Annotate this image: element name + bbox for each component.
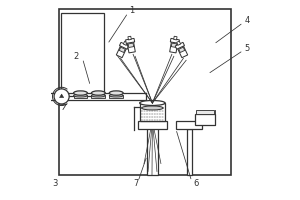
Bar [187, 129, 192, 175]
Bar [61, 13, 104, 96]
Ellipse shape [140, 100, 165, 105]
Text: 2: 2 [74, 52, 79, 61]
Text: 3: 3 [52, 179, 57, 188]
Bar [92, 95, 105, 98]
Bar [179, 47, 185, 53]
Bar [116, 45, 127, 58]
Bar [58, 9, 231, 175]
Bar [109, 95, 123, 98]
Bar [177, 41, 181, 45]
Ellipse shape [142, 106, 163, 110]
Bar [195, 114, 214, 125]
Bar [119, 42, 129, 49]
Text: 7: 7 [134, 179, 139, 188]
Bar [147, 128, 158, 175]
Bar [74, 95, 87, 98]
Bar [174, 36, 177, 40]
Text: 5: 5 [245, 44, 250, 53]
Ellipse shape [92, 91, 105, 95]
Bar [126, 38, 135, 43]
Bar [196, 110, 214, 114]
Bar [138, 121, 167, 129]
Bar [175, 42, 184, 49]
Bar [176, 121, 202, 129]
Circle shape [54, 89, 69, 104]
Bar [140, 103, 165, 121]
Bar [128, 43, 134, 47]
Text: 4: 4 [245, 16, 250, 25]
Bar [177, 45, 188, 58]
Bar [127, 41, 135, 53]
Bar [170, 38, 179, 43]
Bar [171, 43, 177, 47]
Ellipse shape [92, 94, 105, 97]
Ellipse shape [74, 94, 87, 97]
Ellipse shape [109, 91, 123, 95]
Ellipse shape [74, 91, 87, 95]
Ellipse shape [109, 94, 123, 97]
Text: 1: 1 [130, 6, 135, 15]
Bar [128, 36, 131, 40]
Polygon shape [60, 94, 64, 98]
Bar [119, 47, 125, 53]
Bar [170, 41, 178, 53]
Text: 6: 6 [193, 179, 198, 188]
Bar [123, 41, 127, 45]
